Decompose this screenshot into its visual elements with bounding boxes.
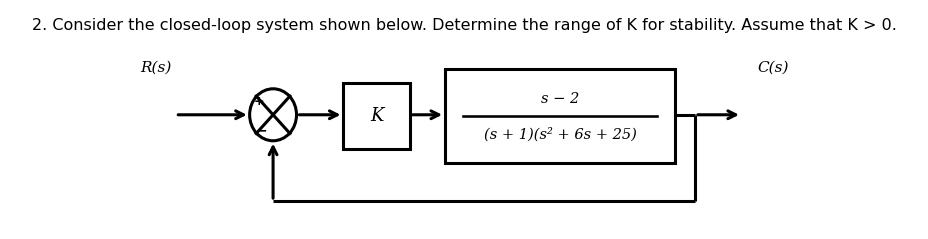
FancyBboxPatch shape: [343, 83, 409, 149]
Text: 2. Consider the closed-loop system shown below. Determine the range of K for sta: 2. Consider the closed-loop system shown…: [32, 18, 896, 33]
Text: K: K: [369, 107, 383, 125]
Text: +: +: [253, 95, 264, 108]
FancyBboxPatch shape: [445, 69, 675, 163]
Text: R(s): R(s): [140, 60, 172, 75]
Text: −: −: [255, 123, 266, 137]
Text: s − 2: s − 2: [540, 92, 579, 106]
Text: C(s): C(s): [756, 60, 788, 75]
Text: (s + 1)(s² + 6s + 25): (s + 1)(s² + 6s + 25): [483, 128, 636, 142]
